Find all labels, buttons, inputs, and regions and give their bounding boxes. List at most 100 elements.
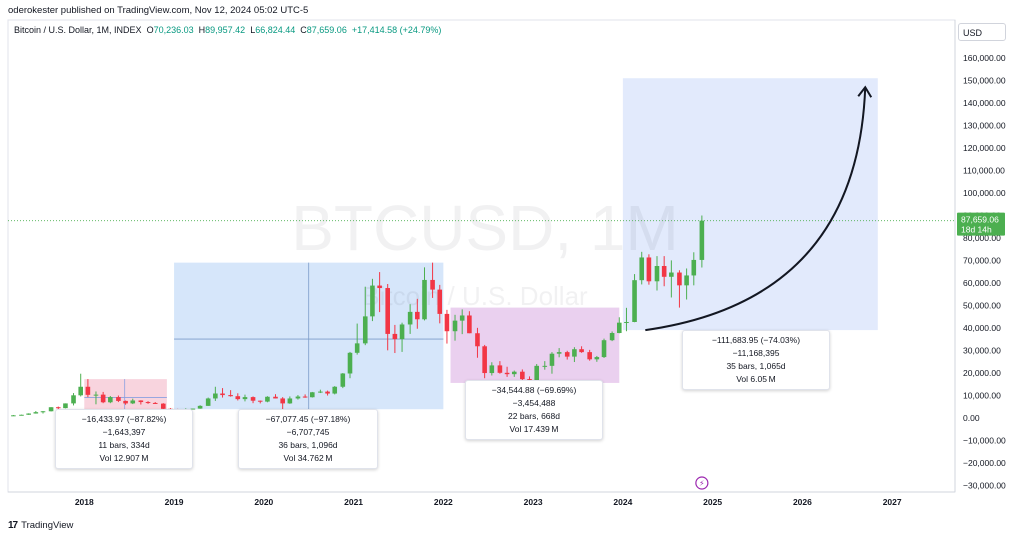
candle-body xyxy=(362,316,368,344)
y-tick-label: 100,000.00 xyxy=(963,188,1006,198)
candle-body xyxy=(160,403,166,409)
x-tick-label: 2022 xyxy=(434,497,453,507)
measurement-line3: Vol 34.762 M xyxy=(283,453,333,463)
candle-body xyxy=(467,315,472,334)
measurement-line2: 36 bars, 1,096d xyxy=(278,440,338,450)
candle-body xyxy=(594,357,600,360)
watermark-symbol: BTCUSD, 1M xyxy=(291,192,679,264)
y-tick-label: 0.00 xyxy=(963,413,980,423)
candle-body xyxy=(130,400,136,404)
y-tick-label: 120,000.00 xyxy=(963,143,1006,153)
currency-selector[interactable]: USD xyxy=(958,23,1006,41)
candle-body xyxy=(85,386,91,395)
publisher-line: oderokester published on TradingView.com… xyxy=(8,5,309,16)
candle-body xyxy=(116,397,121,401)
candle-body xyxy=(220,393,225,396)
candle-body xyxy=(639,257,645,281)
y-tick-label: 50,000.00 xyxy=(963,300,1001,310)
measurement-line3: Vol 12.907 M xyxy=(99,453,149,463)
candle-body xyxy=(669,272,674,277)
change-value: +17,414.58 (+24.79%) xyxy=(351,25,442,35)
candle-body xyxy=(677,272,682,286)
candle-body xyxy=(40,411,46,413)
measurement-line3: Vol 17.439 M xyxy=(509,424,559,434)
candle-body xyxy=(318,391,323,393)
y-tick-label: 10,000.00 xyxy=(963,390,1001,400)
y-tick-label: −10,000.00 xyxy=(963,435,1006,445)
measure-zone-projection xyxy=(622,78,878,331)
watermark-description: Bitcoin / U.S. Dollar xyxy=(362,281,588,311)
candle-body xyxy=(407,311,413,325)
y-tick-label: −20,000.00 xyxy=(963,458,1006,468)
measurement-line1: −67,077.45 (−97.18%) −6,707,745 xyxy=(265,414,351,437)
x-tick-label: 2024 xyxy=(613,497,632,507)
candle-body xyxy=(273,396,278,399)
candle-body xyxy=(556,352,562,354)
y-tick-label: 130,000.00 xyxy=(963,120,1006,130)
candle-body xyxy=(250,397,256,401)
candle-body xyxy=(609,333,615,341)
y-tick-label: 20,000.00 xyxy=(963,368,1001,378)
candle-body xyxy=(55,407,61,409)
candle-body xyxy=(33,412,39,414)
candle-body xyxy=(197,405,203,409)
measurement-box: −111,683.95 (−74.03%) −11,168,395 35 bars… xyxy=(682,330,830,390)
candle-body xyxy=(265,396,270,402)
candle-body xyxy=(78,386,84,396)
candle-body xyxy=(145,402,151,404)
candle-body xyxy=(205,398,211,406)
candle-body xyxy=(71,395,76,404)
candle-body xyxy=(489,365,495,374)
candle-body xyxy=(572,349,577,357)
candle-body xyxy=(632,280,637,322)
candle-body xyxy=(257,400,263,402)
candle-body xyxy=(624,321,629,323)
candle-body xyxy=(475,333,480,347)
candle-body xyxy=(511,371,517,375)
candle-body xyxy=(93,394,99,396)
high-value: 89,957.42 xyxy=(205,25,246,35)
candle-body xyxy=(616,322,622,334)
candle-body xyxy=(325,391,330,394)
symbol-legend: Bitcoin / U.S. Dollar, 1M, INDEX O70,236… xyxy=(14,25,441,35)
close-value: 87,659.06 xyxy=(306,25,347,35)
candle-body xyxy=(354,343,360,353)
y-tick-label: 70,000.00 xyxy=(963,255,1001,265)
candle-body xyxy=(444,313,450,332)
candle-body xyxy=(392,333,398,340)
y-tick-label: −30,000.00 xyxy=(963,480,1006,490)
candle-body xyxy=(542,365,548,367)
candle-body xyxy=(452,320,458,332)
candle-body xyxy=(63,403,68,409)
candle-body xyxy=(579,349,584,353)
candle-body xyxy=(482,346,487,374)
measurement-line3: Vol 6.05 M xyxy=(736,374,776,384)
candle-body xyxy=(534,365,540,381)
open-value: 70,236.03 xyxy=(153,25,194,35)
x-tick-label: 2018 xyxy=(75,497,94,507)
candle-body xyxy=(385,288,390,334)
candle-body xyxy=(377,285,382,289)
candle-body xyxy=(213,393,218,399)
x-tick-label: 2025 xyxy=(703,497,722,507)
candle-body xyxy=(601,340,607,358)
measurement-line2: 35 bars, 1,065d xyxy=(726,361,786,371)
measurement-line1: −16,433.97 (−87.82%) −1,643,397 xyxy=(81,414,167,437)
candle-body xyxy=(504,372,510,375)
y-tick-label: 60,000.00 xyxy=(963,278,1001,288)
x-tick-label: 2026 xyxy=(793,497,812,507)
candle-body xyxy=(459,315,465,321)
low-label: L xyxy=(250,25,256,35)
candle-body xyxy=(415,311,420,320)
candle-body xyxy=(48,407,54,412)
open-label: O xyxy=(146,25,154,35)
candle-body xyxy=(287,398,293,404)
measurement-line1: −34,544.88 (−69.69%) −3,454,488 xyxy=(491,385,577,408)
candle-body xyxy=(699,220,705,260)
event-marker-icon xyxy=(695,476,709,490)
candle-body xyxy=(309,392,315,398)
candle-body xyxy=(100,394,106,403)
tradingview-brand: TradingView xyxy=(21,520,74,531)
candle-body xyxy=(370,285,375,317)
